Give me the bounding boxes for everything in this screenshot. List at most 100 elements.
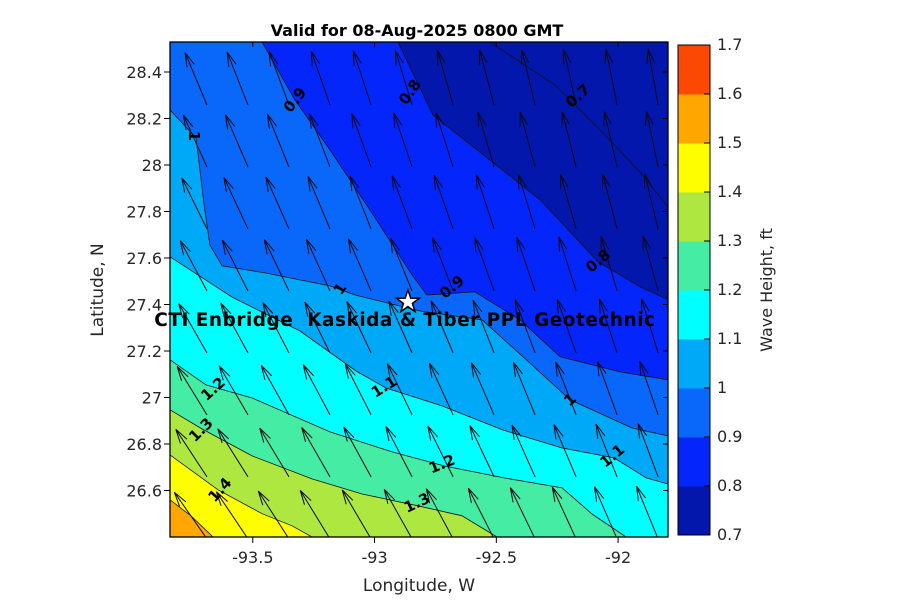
quiver-arrow <box>639 360 659 416</box>
contour-line-1.3 <box>170 409 498 537</box>
contour-bands <box>170 42 668 537</box>
y-tick-label: 28 <box>142 156 162 175</box>
contour-band-1.5 <box>170 499 214 537</box>
quiver-arrow <box>391 175 413 230</box>
quiver-arrow <box>637 423 659 478</box>
quiver-arrow <box>479 49 495 106</box>
quiver-arrow <box>469 425 495 478</box>
x-tick-label: -92 <box>605 548 631 567</box>
quiver-arrow <box>173 491 207 537</box>
quiver-arrow <box>343 426 372 478</box>
quiver-arrow <box>226 51 249 106</box>
quiver-arrow <box>310 50 331 106</box>
colorbar-band <box>678 486 710 536</box>
quiver-arrow <box>304 301 331 354</box>
colorbar-tick-label: 0.9 <box>717 427 742 446</box>
quiver-arrow <box>181 177 208 230</box>
quiver-arrow <box>640 298 659 354</box>
colorbar-tick-label: 0.8 <box>717 476 742 495</box>
quiver-arrow <box>299 489 330 537</box>
quiver-arrow <box>260 364 290 416</box>
colorbar-tick-label: 1.6 <box>717 84 742 103</box>
quiver-arrow <box>555 361 577 416</box>
colorbar-band <box>678 339 710 389</box>
quiver-arrow <box>182 114 208 168</box>
quiver-arrow <box>562 49 577 106</box>
colorbar-tick-label: 1.2 <box>717 280 742 299</box>
quiver-arrow <box>595 423 618 478</box>
quiver-arrow <box>257 490 289 537</box>
quiver-arrow <box>385 426 413 478</box>
quiver-arrow <box>346 301 372 354</box>
site-star-marker <box>394 287 422 314</box>
quiver-arrow <box>433 174 454 230</box>
quiver-arrow <box>643 173 659 230</box>
quiver-arrow <box>179 240 208 292</box>
figure-title: Valid for 08-Aug-2025 0800 GMT <box>271 21 564 40</box>
quiver-arrow <box>221 239 249 292</box>
quiver-arrow <box>393 112 413 168</box>
quiver-arrow <box>267 113 290 168</box>
x-axis-label: Longitude, W <box>363 576 475 596</box>
quiver-arrow <box>467 487 494 537</box>
quiver-arrow <box>262 302 290 354</box>
quiver-arrow <box>556 298 577 354</box>
quiver-arrow <box>435 112 454 168</box>
colorbar-band <box>678 290 710 340</box>
colorbar-tick-label: 1.5 <box>717 133 742 152</box>
quiver-arrow <box>175 428 208 478</box>
contour-band-1.3 <box>170 409 497 537</box>
quiver-arrow <box>259 427 290 478</box>
quiver-arrow <box>553 424 577 478</box>
y-tick-label: 26.8 <box>126 435 162 454</box>
colorbar-tick-label: 1.3 <box>717 231 742 250</box>
quiver-arrow <box>470 362 495 416</box>
y-tick-label: 28.4 <box>126 63 162 82</box>
colorbar-band <box>678 192 710 242</box>
quiver-arrow <box>223 177 249 230</box>
axes-border <box>169 41 669 538</box>
quiver-arrow <box>437 49 454 106</box>
quiver-arrow <box>509 487 535 537</box>
quiver-arrow <box>428 362 454 416</box>
quiver-arrow <box>307 176 331 230</box>
y-tick-label: 27.2 <box>126 342 162 361</box>
colorbar-tick-label: 1.7 <box>717 35 742 54</box>
y-tick-labels: 26.6 26.8 27 27.2 27.4 27.6 27.8 28 28.2 28.4 <box>126 63 162 501</box>
quiver-arrow <box>517 174 536 230</box>
quiver-arrow <box>514 299 536 354</box>
quiver-arrow <box>602 173 618 230</box>
quiver-arrow <box>551 486 576 537</box>
quiver-arrow <box>268 51 290 106</box>
x-tick-label: -92.5 <box>476 548 517 567</box>
quiver-arrow <box>603 111 618 168</box>
quiver-arrow <box>432 237 454 292</box>
quiver-arrow <box>394 50 413 106</box>
contour-line-1.4 <box>170 454 313 537</box>
quiver-arrow <box>511 424 536 478</box>
quiver-arrow <box>513 361 536 416</box>
quiver-arrow <box>477 112 495 168</box>
quiver-arrow <box>305 238 331 292</box>
y-tick-label: 27 <box>142 388 162 407</box>
quiver-arrow <box>390 237 413 292</box>
contour-lines <box>170 42 668 537</box>
quiver-arrow <box>263 239 290 292</box>
quiver-arrow <box>642 235 659 292</box>
colorbar-band <box>678 94 710 144</box>
quiver-arrow <box>349 175 372 230</box>
quiver-arrow <box>302 364 331 416</box>
x-tick-labels: -93.5 -93 -92.5 -92 <box>232 548 631 567</box>
colorbar <box>677 44 711 536</box>
quiver-arrow <box>386 363 413 416</box>
quiver-arrow <box>352 50 372 106</box>
quiver-arrow <box>217 428 249 478</box>
y-tick-label: 27.4 <box>126 295 162 314</box>
quiver-arrow <box>598 298 618 354</box>
quiver-arrow <box>224 114 249 168</box>
quiver-arrow <box>474 237 495 292</box>
quiver-arrow <box>560 173 577 230</box>
axis-tick-marks <box>164 42 668 543</box>
quiver-arrow <box>220 302 249 354</box>
